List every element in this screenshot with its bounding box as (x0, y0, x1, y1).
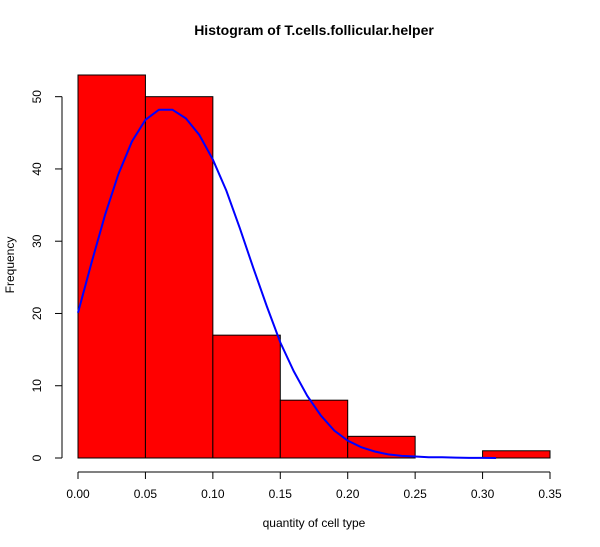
y-tick-label: 30 (30, 234, 44, 248)
x-tick-label: 0.10 (201, 487, 225, 501)
x-tick-label: 0.05 (134, 487, 158, 501)
x-axis-label: quantity of cell type (263, 516, 366, 530)
histogram-bar-4 (347, 435, 416, 459)
histogram-bar-2 (212, 334, 281, 459)
chart-title: Histogram of T.cells.follicular.helper (194, 22, 434, 38)
y-axis: 0 10 20 30 40 50 (30, 90, 63, 461)
x-tick-label: 0.20 (336, 487, 360, 501)
y-axis-label: Frequency (3, 237, 17, 294)
histogram-bar-3 (279, 399, 349, 459)
density-curve-line (77, 108, 497, 459)
x-tick-label: 0.30 (471, 487, 495, 501)
density-curve-group (77, 108, 497, 459)
x-tick-label: 0.25 (403, 487, 427, 501)
y-tick-label: 40 (30, 162, 44, 176)
bars-group (77, 74, 551, 459)
histogram-bar-0 (77, 74, 146, 459)
x-tick-label: 0.15 (269, 487, 293, 501)
x-tick-label: 0.00 (66, 487, 90, 501)
y-tick-label: 0 (30, 454, 44, 461)
y-tick-label: 50 (30, 90, 44, 104)
histogram-bar-6 (482, 450, 551, 459)
y-tick-label: 20 (30, 306, 44, 320)
histogram-bar-1 (144, 96, 214, 459)
x-tick-label: 0.35 (538, 487, 562, 501)
x-axis: 0.00 0.05 0.10 0.15 0.20 0.25 0.30 0.35 (66, 471, 562, 501)
y-tick-label: 10 (30, 379, 44, 393)
